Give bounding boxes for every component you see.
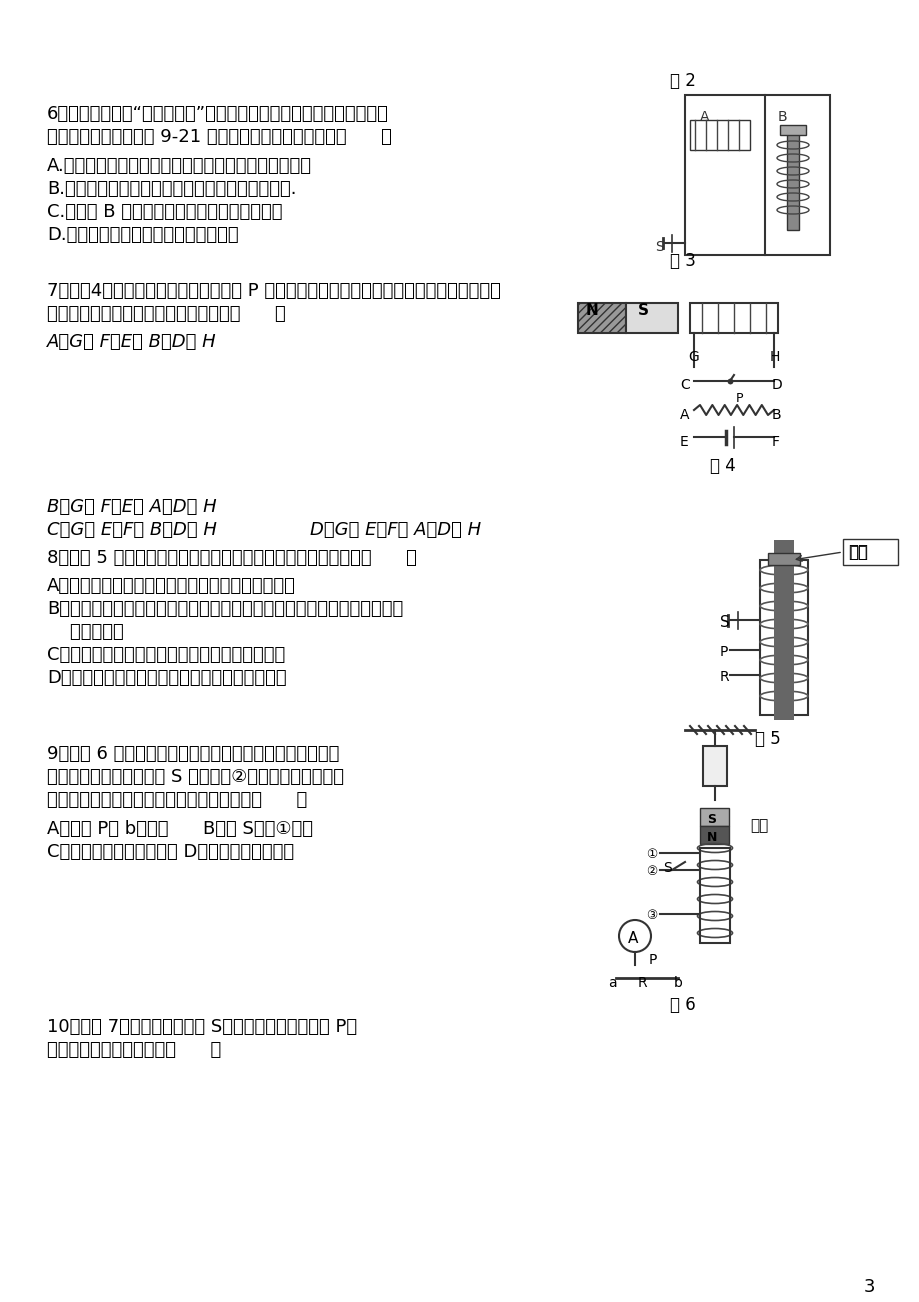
Text: E: E xyxy=(679,435,688,449)
Text: H: H xyxy=(769,350,779,365)
Text: 10．如图 7所示，当闭合开关 S，且将滑动变阻器滑片 P向: 10．如图 7所示，当闭合开关 S，且将滑动变阻器滑片 P向 xyxy=(47,1018,357,1036)
Text: D.若将两电磁铁上部靠近，会相互吸引: D.若将两电磁铁上部靠近，会相互吸引 xyxy=(47,227,238,243)
Bar xyxy=(699,848,729,943)
Text: 则电源和变阻器接入电路的方式可以是（      ）: 则电源和变阻器接入电路的方式可以是（ ） xyxy=(47,305,286,323)
Text: A: A xyxy=(679,408,688,422)
Text: A: A xyxy=(628,931,638,947)
Text: B．用手托住小铁块，将电源的正负极对调，闭合开关，稍后手松开，小铁: B．用手托住小铁块，将电源的正负极对调，闭合开关，稍后手松开，小铁 xyxy=(47,600,403,618)
Text: N: N xyxy=(585,303,598,318)
Bar xyxy=(689,303,777,333)
Text: S: S xyxy=(720,615,729,630)
Text: 右移动时，图中的电磁铁（      ）: 右移动时，图中的电磁铁（ ） xyxy=(47,1042,221,1059)
Text: G: G xyxy=(687,350,698,365)
Bar xyxy=(773,540,793,720)
Text: C: C xyxy=(679,378,689,392)
Bar xyxy=(685,95,829,255)
Bar xyxy=(759,560,807,715)
Text: P: P xyxy=(648,953,657,967)
Bar xyxy=(702,746,726,786)
Text: A.要使电磁铁磁性增强，应将变阻器的滑动片向右滑动: A.要使电磁铁磁性增强，应将变阻器的滑动片向右滑动 xyxy=(47,158,312,174)
Text: B．G接 F，E接 A，D接 H: B．G接 F，E接 A，D接 H xyxy=(47,497,216,516)
Text: 图 2: 图 2 xyxy=(669,72,695,90)
Text: S: S xyxy=(654,240,663,254)
Text: 块一定落下: 块一定落下 xyxy=(47,622,124,641)
Text: S: S xyxy=(663,861,671,875)
Text: B: B xyxy=(771,408,781,422)
Text: 8．如图 5 所示，闭合开关，小铁块被吸起，下列说法正确的是（      ）: 8．如图 5 所示，闭合开关，小铁块被吸起，下列说法正确的是（ ） xyxy=(47,549,416,566)
Text: 图 4: 图 4 xyxy=(709,457,735,475)
Text: 图 3: 图 3 xyxy=(669,253,695,270)
Text: C．滑动变阻器的滑片向上移动，小铁块可能落下: C．滑动变阻器的滑片向上移动，小铁块可能落下 xyxy=(47,646,285,664)
Text: 计的示数变大，下列操作方法能够实现的是（      ）: 计的示数变大，下列操作方法能够实现的是（ ） xyxy=(47,792,307,809)
Text: b: b xyxy=(674,976,682,990)
Text: B: B xyxy=(777,109,787,124)
Text: 铁芯: 铁芯 xyxy=(847,543,867,561)
Text: P: P xyxy=(735,392,743,405)
Text: 7．如图4所示，为使滑动变阻器的滑片 P 向右移动时，通电螺线管对条形磁铁的斥力变大，: 7．如图4所示，为使滑动变阻器的滑片 P 向右移动时，通电螺线管对条形磁铁的斥力… xyxy=(47,283,500,299)
Text: R: R xyxy=(720,671,729,684)
Text: D．滑动变阻器的滑片向下移动，小铁块可能落下: D．滑动变阻器的滑片向下移动，小铁块可能落下 xyxy=(47,669,287,687)
Text: N: N xyxy=(706,831,717,844)
Text: F: F xyxy=(771,435,779,449)
Text: A．将小铁块吸起的力是铁芯与铁块之间的分子引力: A．将小铁块吸起的力是铁芯与铁块之间的分子引力 xyxy=(47,577,296,595)
Text: C．G接 E，F接 B，D接 H: C．G接 E，F接 B，D接 H xyxy=(47,521,217,539)
Bar xyxy=(699,809,728,825)
Text: A．滑片 P向 b端滑动      B．将 S拨到①位置: A．滑片 P向 b端滑动 B．将 S拨到①位置 xyxy=(47,820,312,838)
Text: P: P xyxy=(720,644,728,659)
Text: 图 6: 图 6 xyxy=(669,996,695,1014)
Text: B.电磁铁能吸引的大头针越多，表明它的磁性越强.: B.电磁铁能吸引的大头针越多，表明它的磁性越强. xyxy=(47,180,296,198)
Text: R: R xyxy=(637,976,647,990)
Text: S: S xyxy=(637,303,648,318)
Text: 9．如图 6 所示实验装置，弹簧测力计下面挂着条形磁铁，: 9．如图 6 所示实验装置，弹簧测力计下面挂着条形磁铁， xyxy=(47,745,339,763)
Text: D．G接 E，F接 A，D接 H: D．G接 E，F接 A，D接 H xyxy=(310,521,481,539)
Text: ②: ② xyxy=(645,865,656,878)
Text: C.电磁铁 B 磁性较强，所以通过它的电流较大: C.电磁铁 B 磁性较强，所以通过它的电流较大 xyxy=(47,203,282,221)
Bar xyxy=(625,303,677,333)
Text: 铁芯: 铁芯 xyxy=(848,546,867,560)
Text: A: A xyxy=(699,109,709,124)
Circle shape xyxy=(618,921,651,952)
Text: 电磁铁进行实验，如图 9-21 所示，下列说法中正确的是（      ）: 电磁铁进行实验，如图 9-21 所示，下列说法中正确的是（ ） xyxy=(47,128,391,146)
Text: S: S xyxy=(706,812,715,825)
Text: ③: ③ xyxy=(645,909,656,922)
Bar xyxy=(842,539,897,565)
Bar xyxy=(689,120,749,150)
Bar xyxy=(767,553,800,565)
Text: 图 5: 图 5 xyxy=(754,730,780,749)
Text: 铁芯: 铁芯 xyxy=(749,818,767,833)
Bar xyxy=(779,125,805,135)
Text: D: D xyxy=(771,378,782,392)
Bar xyxy=(577,303,625,333)
Bar xyxy=(699,825,728,844)
Text: A．G接 F，E接 B，D接 H: A．G接 F，E接 B，D接 H xyxy=(47,333,216,352)
Text: C．将铁芯从螺线管中取出 D．将螺线管往上移动: C．将铁芯从螺线管中取出 D．将螺线管往上移动 xyxy=(47,842,294,861)
Text: ①: ① xyxy=(645,848,656,861)
Bar xyxy=(786,130,798,230)
Text: 6．小华同学在做“探究电磁铁”实验中，使用两个相同的大铁钉绕制成: 6．小华同学在做“探究电磁铁”实验中，使用两个相同的大铁钉绕制成 xyxy=(47,105,389,122)
Text: a: a xyxy=(607,976,616,990)
Text: 3: 3 xyxy=(863,1279,874,1295)
Text: 螺线管中插有铁芯，开关 S 拨在触点②位置。要使弹簧测力: 螺线管中插有铁芯，开关 S 拨在触点②位置。要使弹簧测力 xyxy=(47,768,344,786)
